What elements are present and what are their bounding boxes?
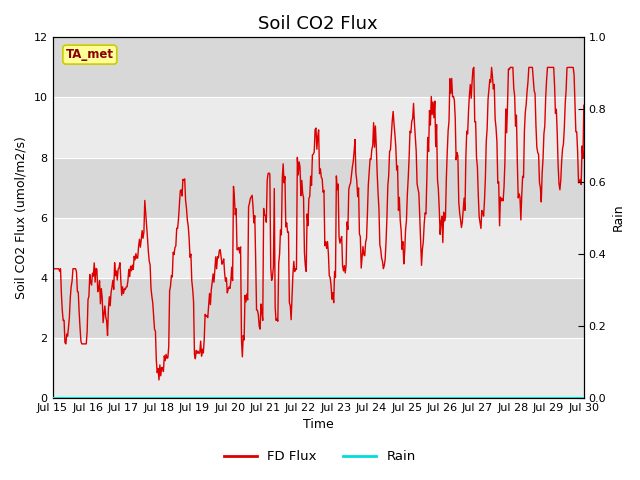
Bar bbox=[52, 157, 584, 217]
Text: TA_met: TA_met bbox=[66, 48, 114, 61]
Bar bbox=[52, 97, 584, 157]
Legend: FD Flux, Rain: FD Flux, Rain bbox=[219, 445, 421, 468]
Bar bbox=[52, 278, 584, 338]
Y-axis label: Soil CO2 Flux (umol/m2/s): Soil CO2 Flux (umol/m2/s) bbox=[15, 136, 28, 299]
X-axis label: Time: Time bbox=[303, 419, 333, 432]
Bar bbox=[52, 37, 584, 97]
Bar bbox=[52, 217, 584, 278]
Bar bbox=[52, 338, 584, 398]
Title: Soil CO2 Flux: Soil CO2 Flux bbox=[259, 15, 378, 33]
Y-axis label: Rain: Rain bbox=[612, 204, 625, 231]
